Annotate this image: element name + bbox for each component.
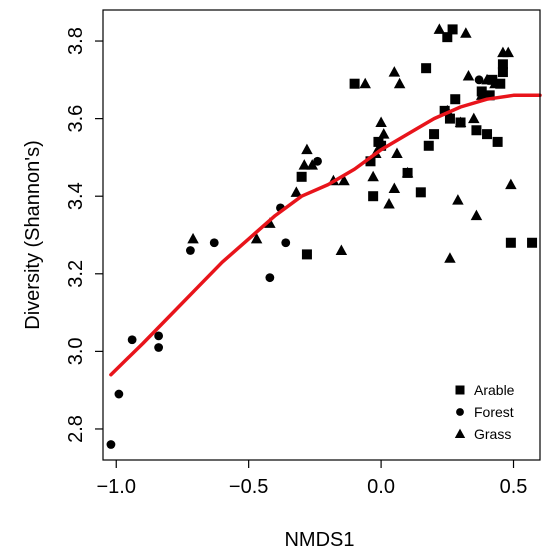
grass-point xyxy=(367,170,379,182)
grass-point xyxy=(460,27,472,38)
x-tick-label: −0.5 xyxy=(229,476,268,498)
grass-point xyxy=(187,232,199,244)
y-tick-label: 3.2 xyxy=(65,260,87,288)
plot-layer xyxy=(106,23,542,449)
arable-point xyxy=(495,78,506,89)
arable-point xyxy=(421,63,432,74)
grass-point xyxy=(290,186,303,197)
arable-point xyxy=(365,156,376,167)
grass-point xyxy=(383,197,395,209)
grass-point xyxy=(505,178,517,190)
arable-point xyxy=(423,140,434,151)
legend-marker-forest xyxy=(456,408,464,416)
forest-point xyxy=(474,75,484,85)
y-tick-label: 3.8 xyxy=(65,27,87,55)
arable-point xyxy=(376,140,387,151)
x-axis-title: NMDS1 xyxy=(284,529,354,551)
forest-point xyxy=(313,156,322,166)
legend-label: Forest xyxy=(474,404,514,420)
grass-point xyxy=(388,66,401,77)
arable-point xyxy=(450,94,461,105)
legend-item-forest: Forest xyxy=(456,404,514,420)
y-tick-label: 3.4 xyxy=(65,182,87,210)
arable-point xyxy=(447,24,458,35)
arable-point xyxy=(497,59,508,70)
legend: Arable Forest Grass xyxy=(454,382,515,442)
arable-point xyxy=(505,237,516,248)
trend-line xyxy=(109,93,542,377)
arable-point xyxy=(442,32,453,43)
grass-point xyxy=(359,77,371,89)
arable-point xyxy=(415,187,426,198)
legend-marker-arable xyxy=(455,385,465,395)
forest-point xyxy=(106,440,116,449)
grass-point xyxy=(489,77,501,89)
grass-point xyxy=(338,174,350,186)
y-tick-label: 2.8 xyxy=(65,415,87,443)
legend-item-arable: Arable xyxy=(455,382,515,398)
axis-layer: −1.0 −0.5 0.0 0.5 2.8 3.0 3.2 3.4 3.6 3.8 NMDS1 Div… xyxy=(22,9,541,551)
arable-point xyxy=(487,74,498,85)
y-axis-title: Diversity (Shannon's) xyxy=(22,140,44,329)
arable-point xyxy=(497,67,508,78)
arable-point xyxy=(444,113,455,124)
forest-point xyxy=(127,335,137,345)
x-tick-label: −1.0 xyxy=(97,476,136,498)
grass-point xyxy=(502,46,514,58)
grass-point xyxy=(335,244,348,256)
grass-point xyxy=(250,232,263,244)
grass-point xyxy=(401,166,414,178)
grass-point xyxy=(298,159,311,170)
legend-label: Grass xyxy=(474,426,511,442)
x-tick-label: 0.5 xyxy=(500,476,528,498)
grass-point xyxy=(468,112,480,124)
series-arable xyxy=(296,24,538,260)
grass-point xyxy=(433,23,446,34)
grass-point xyxy=(452,194,464,205)
grass-point xyxy=(393,77,406,89)
grass-point xyxy=(454,116,467,127)
legend-marker-grass xyxy=(454,428,466,439)
series-forest xyxy=(106,75,484,449)
grass-point xyxy=(301,143,313,155)
arable-point xyxy=(368,191,379,202)
grass-point xyxy=(306,159,318,170)
forest-point xyxy=(265,273,275,283)
y-tick-label: 3.0 xyxy=(65,337,87,365)
forest-point xyxy=(186,246,195,255)
grass-point xyxy=(470,209,483,221)
grass-point xyxy=(391,147,403,159)
arable-point xyxy=(492,136,503,147)
y-tick-label: 3.6 xyxy=(65,105,87,133)
grass-point xyxy=(375,116,387,127)
arable-point xyxy=(471,125,482,136)
forest-point xyxy=(154,331,164,341)
arable-point xyxy=(482,129,493,140)
forest-point xyxy=(209,238,219,248)
grass-point xyxy=(475,89,488,100)
grass-point xyxy=(481,73,493,85)
plot-frame xyxy=(102,9,541,461)
arable-point xyxy=(301,249,312,260)
arable-point xyxy=(296,171,307,182)
forest-point xyxy=(114,389,124,399)
grass-point xyxy=(462,69,475,81)
legend-item-grass: Grass xyxy=(454,426,511,442)
grass-point xyxy=(444,252,456,263)
forest-point xyxy=(154,343,164,352)
forest-point xyxy=(281,238,291,248)
series-grass xyxy=(187,23,517,263)
grass-point xyxy=(377,128,390,139)
x-tick-label: 0.0 xyxy=(367,476,395,498)
arable-point xyxy=(527,237,538,248)
arable-point xyxy=(429,129,440,140)
arable-point xyxy=(349,78,360,89)
grass-point xyxy=(388,182,401,193)
legend-label: Arable xyxy=(474,382,515,398)
arable-point xyxy=(484,90,495,101)
